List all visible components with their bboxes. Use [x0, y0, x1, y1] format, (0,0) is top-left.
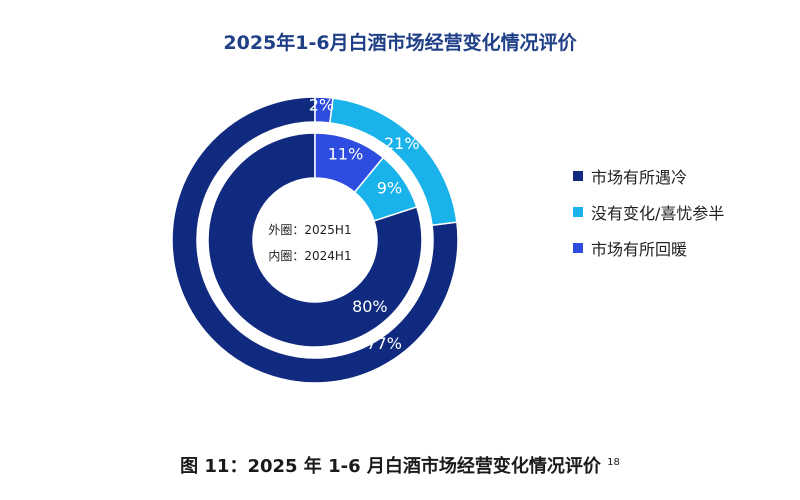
figure-caption: 图 11：2025 年 1-6 月白酒市场经营变化情况评价 18 [0, 452, 800, 478]
outer-slice-label-2: 2% [309, 95, 334, 114]
legend-item: 没有变化/喜忧参半 [573, 194, 724, 230]
inner-slice-label-2: 11% [328, 144, 364, 163]
legend-item: 市场有所回暖 [573, 230, 724, 266]
outer-slice-label-1: 21% [384, 134, 420, 153]
outer-ring [171, 96, 459, 384]
figure-caption-text: 图 11：2025 年 1-6 月白酒市场经营变化情况评价 [180, 456, 601, 477]
outer-slice-label-0: 77% [366, 334, 402, 353]
legend-label-unchanged: 没有变化/喜忧参半 [591, 204, 725, 223]
outer-slice-2 [314, 96, 334, 124]
inner-ring [207, 132, 423, 348]
legend-swatch-warming [573, 243, 583, 253]
legend-swatch-cooling [573, 171, 583, 181]
inner-slice-1 [353, 156, 418, 222]
legend: 市场有所遇冷 没有变化/喜忧参半 市场有所回暖 [573, 158, 724, 266]
chart-title: 2025年1-6月白酒市场经营变化情况评价 [223, 32, 577, 54]
outer-slice-0 [171, 96, 459, 384]
legend-label-cooling: 市场有所遇冷 [591, 168, 688, 187]
legend-item: 市场有所遇冷 [573, 158, 724, 194]
inner-slice-2 [314, 132, 385, 194]
legend-swatch-unchanged [573, 207, 583, 217]
inner-slice-0 [207, 132, 423, 348]
slice-labels: 77% 21% 2% 80% 9% 11% [309, 95, 420, 353]
inner-slice-label-1: 9% [377, 178, 402, 197]
center-label-inner: 内圈：2024H1 [268, 249, 351, 263]
outer-slice-1 [328, 97, 458, 227]
center-label-outer: 外圈：2025H1 [268, 223, 351, 237]
inner-slice-label-0: 80% [352, 297, 388, 316]
footnote-marker: 18 [607, 457, 620, 468]
legend-label-warming: 市场有所回暖 [591, 240, 688, 259]
